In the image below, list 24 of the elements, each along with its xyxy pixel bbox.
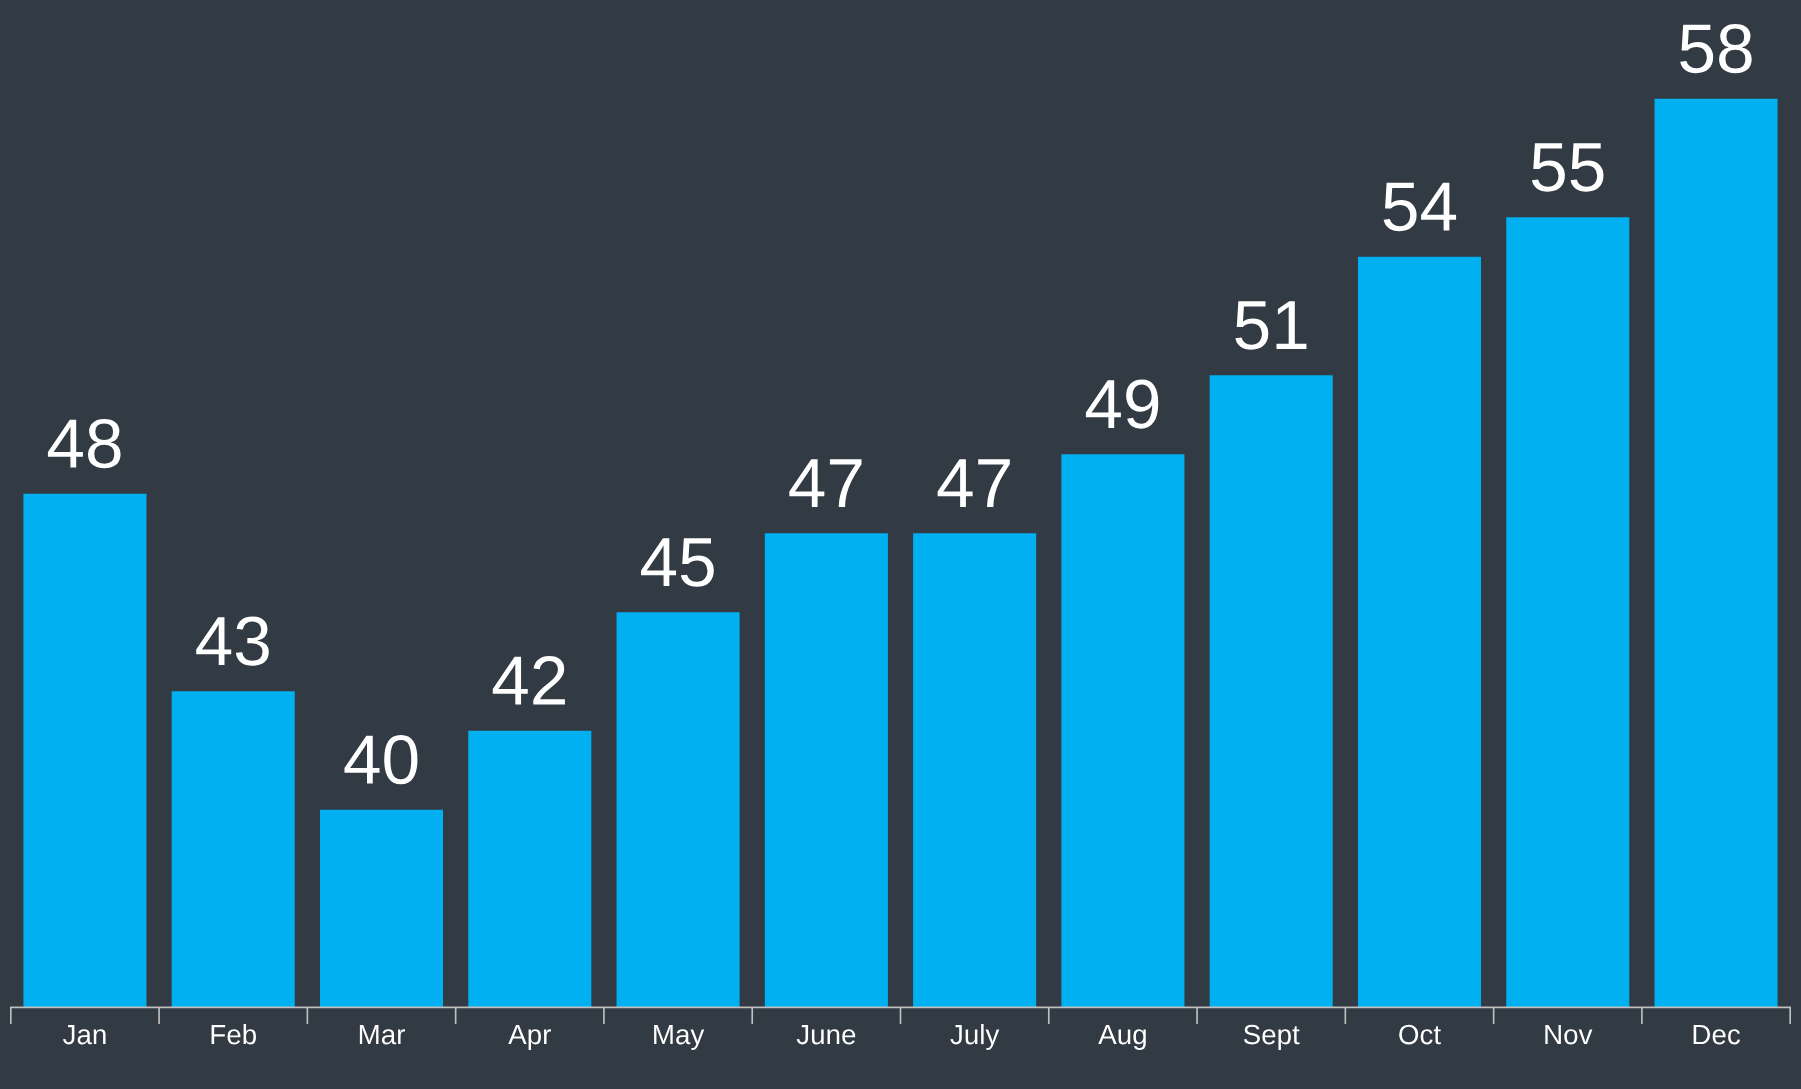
data-label: 42 <box>492 656 565 705</box>
data-label: 47 <box>789 459 862 508</box>
x-tick-label: Mar <box>359 1025 405 1045</box>
x-tick-label: Aug <box>1098 1025 1146 1050</box>
data-label: 48 <box>47 419 121 469</box>
x-tick-label: Nov <box>1545 1025 1593 1045</box>
data-label: 45 <box>641 538 714 587</box>
data-label: 40 <box>344 735 418 785</box>
data-label: 51 <box>1235 301 1307 350</box>
x-tick-label: May <box>654 1025 705 1050</box>
data-label: 43 <box>196 616 269 666</box>
data-label: 58 <box>1680 24 1752 74</box>
data-label: 47 <box>937 459 1010 508</box>
x-tick-label: Dec <box>1693 1025 1741 1045</box>
x-tick-label: July <box>950 1023 1000 1050</box>
x-tick-label: June <box>796 1025 856 1045</box>
x-tick-label: Sept <box>1243 1024 1300 1050</box>
x-tick-label: Oct <box>1399 1024 1441 1045</box>
x-tick-label: Feb <box>211 1023 256 1045</box>
data-label: 55 <box>1531 143 1604 192</box>
x-tick-label: Apr <box>508 1025 551 1050</box>
x-tick-label: Jan <box>62 1025 106 1045</box>
data-label: 49 <box>1085 379 1159 429</box>
data-label: 54 <box>1383 182 1457 232</box>
